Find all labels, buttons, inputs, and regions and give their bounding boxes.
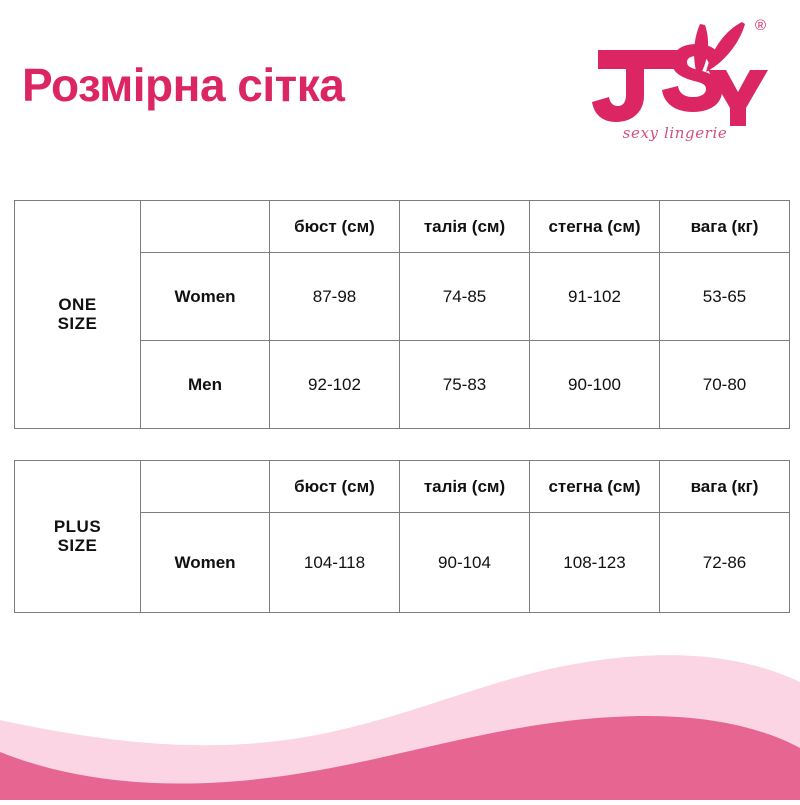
logo-tagline: sexy lingerie [622,124,728,142]
jsy-logo-icon [592,16,772,128]
column-header-weight: вага (кг) [659,200,790,253]
size-label-line-1: ONE [58,294,97,314]
plus-size-table: PLUS SIZE бюст (см) талія (см) стегна (с… [14,460,790,613]
row-label-men: Men [140,340,270,429]
column-header-hips: стегна (см) [529,200,660,253]
column-header-bust: бюст (см) [269,460,400,513]
size-label-line-2: SIZE [57,535,98,555]
cell-weight: 53-65 [659,252,790,341]
cell-waist: 90-104 [399,512,530,613]
table-row: Women 87-98 74-85 91-102 53-65 [15,252,790,341]
row-label-women: Women [140,252,270,341]
size-label-line-1: PLUS [53,516,102,536]
brand-logo: ® sexy lingerie [592,16,772,161]
size-category-label: PLUS SIZE [14,460,141,613]
cell-bust: 92-102 [269,340,400,429]
cell-waist: 74-85 [399,252,530,341]
registered-trademark-icon: ® [754,17,766,34]
header-blank-cell [140,200,270,253]
table-row: ONE SIZE бюст (см) талія (см) стегна (см… [14,200,790,429]
cell-hips: 108-123 [529,512,660,613]
wave-decoration [0,620,800,800]
cell-waist: 75-83 [399,340,530,429]
cell-bust: 87-98 [269,252,400,341]
one-size-table: ONE SIZE бюст (см) талія (см) стегна (см… [14,200,790,429]
size-category-label: ONE SIZE [14,200,141,429]
cell-hips: 91-102 [529,252,660,341]
wave-dark-shape [0,715,800,800]
table-row: Men 92-102 75-83 90-100 70-80 [15,340,790,429]
column-header-waist: талія (см) [399,460,530,513]
column-header-waist: талія (см) [399,200,530,253]
wave-light-shape [0,655,800,800]
cell-bust: 104-118 [269,512,400,613]
size-label-line-2: SIZE [57,313,98,333]
page-header: Розмірна сітка ® sexy lingerie [0,0,800,185]
column-header-hips: стегна (см) [529,460,660,513]
row-label-women: Women [140,512,270,613]
header-blank-cell [140,460,270,513]
cell-hips: 90-100 [529,340,660,429]
table-row: PLUS SIZE бюст (см) талія (см) стегна (с… [14,460,790,613]
column-header-weight: вага (кг) [659,460,790,513]
page-title: Розмірна сітка [22,59,345,111]
column-header-bust: бюст (см) [269,200,400,253]
cell-weight: 70-80 [659,340,790,429]
table-row: Women 104-118 90-104 108-123 72-86 [15,512,790,613]
cell-weight: 72-86 [659,512,790,613]
